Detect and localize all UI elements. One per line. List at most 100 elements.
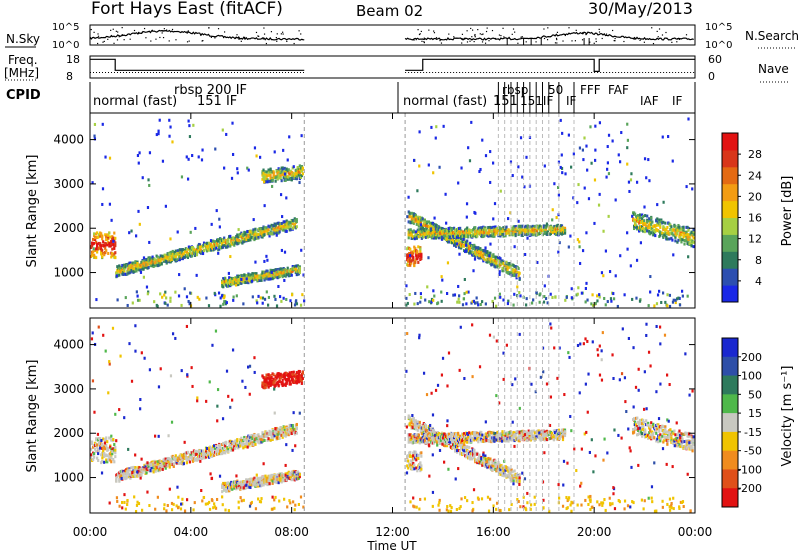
power-cell bbox=[273, 294, 276, 298]
power-cell bbox=[512, 303, 515, 307]
power-cell bbox=[213, 291, 216, 295]
power-cell bbox=[405, 303, 408, 307]
power-cell bbox=[261, 235, 264, 239]
power-cell bbox=[521, 224, 524, 228]
power-cell bbox=[549, 292, 552, 296]
noise-search-point bbox=[419, 33, 421, 35]
power-cell bbox=[94, 237, 97, 241]
velocity-cell bbox=[267, 437, 270, 441]
power-cell bbox=[535, 291, 538, 295]
power-cell bbox=[280, 170, 283, 174]
power-cell bbox=[237, 235, 240, 239]
power-cell bbox=[147, 290, 150, 294]
power-cell bbox=[662, 227, 665, 231]
power-cell bbox=[156, 304, 159, 308]
noise-search-point bbox=[677, 38, 679, 40]
power-cell bbox=[630, 172, 633, 176]
velocity-cell bbox=[255, 480, 258, 484]
power-cell bbox=[635, 180, 639, 184]
power-cell bbox=[502, 298, 505, 302]
power-cell bbox=[275, 304, 279, 308]
power-cell bbox=[131, 264, 134, 268]
power-cell bbox=[598, 121, 602, 125]
noise-search-point bbox=[517, 42, 519, 44]
power-cell bbox=[136, 267, 139, 271]
power-cell bbox=[631, 217, 635, 221]
power-cell bbox=[255, 276, 258, 280]
velocity-cell bbox=[273, 434, 276, 438]
power-cell bbox=[244, 231, 247, 235]
noise-search-point bbox=[611, 29, 614, 32]
power-cell bbox=[469, 230, 472, 234]
power-cell bbox=[249, 233, 252, 237]
power-cell bbox=[515, 276, 518, 280]
velocity-cell bbox=[186, 450, 189, 454]
noise-search-point bbox=[102, 41, 104, 43]
power-cell bbox=[578, 261, 582, 265]
velocity-cell bbox=[249, 486, 252, 490]
power-cell bbox=[691, 187, 694, 191]
power-cell bbox=[500, 227, 503, 231]
power-cell bbox=[254, 260, 257, 264]
power-cell bbox=[148, 240, 151, 244]
power-cell bbox=[585, 231, 588, 235]
power-cell bbox=[643, 205, 646, 209]
noise-search-point bbox=[110, 29, 112, 31]
power-cell bbox=[459, 226, 462, 230]
velocity-cell bbox=[257, 484, 260, 488]
power-cell bbox=[674, 301, 677, 305]
velocity-cell bbox=[90, 447, 93, 451]
velocity-cell bbox=[270, 434, 273, 438]
power-cell bbox=[420, 227, 423, 231]
noise-search-point bbox=[484, 42, 487, 44]
velocity-cell bbox=[96, 443, 99, 447]
noise-search-point bbox=[461, 42, 463, 44]
power-cell bbox=[578, 245, 581, 249]
velocity-cell bbox=[227, 448, 230, 452]
power-cell bbox=[217, 251, 220, 255]
power-cell bbox=[510, 271, 513, 275]
power-cell bbox=[641, 213, 644, 217]
power-cell bbox=[123, 269, 126, 273]
power-cell bbox=[286, 177, 289, 181]
noise-search-point bbox=[123, 39, 125, 41]
beam-label: Beam 02 bbox=[356, 2, 423, 20]
noise-search-point bbox=[258, 35, 260, 37]
power-cell bbox=[665, 235, 668, 239]
y-tick-label: 1000 bbox=[53, 266, 84, 280]
velocity-cell bbox=[268, 482, 271, 486]
power-cell bbox=[549, 232, 552, 236]
power-cell bbox=[684, 234, 687, 238]
power-cell bbox=[285, 273, 288, 277]
power-cell bbox=[256, 301, 259, 305]
velocity-cell bbox=[136, 467, 139, 471]
power-cell bbox=[644, 222, 647, 226]
power-cell bbox=[505, 260, 508, 264]
velocity-cell bbox=[97, 452, 100, 456]
power-cell bbox=[598, 293, 601, 297]
power-cell bbox=[95, 256, 98, 260]
power-cell bbox=[293, 303, 297, 307]
velocity-cell bbox=[236, 438, 239, 442]
power-cell bbox=[633, 218, 637, 222]
power-cell bbox=[578, 146, 582, 150]
power-cell bbox=[244, 281, 247, 285]
power-cell bbox=[460, 246, 463, 250]
power-cell bbox=[289, 223, 292, 227]
power-cell bbox=[254, 227, 257, 231]
power-cell bbox=[298, 271, 301, 275]
power-cell bbox=[614, 274, 617, 278]
velocity-cell bbox=[93, 455, 96, 459]
power-cell bbox=[174, 255, 177, 259]
power-cell bbox=[551, 295, 554, 299]
power-cell bbox=[261, 177, 264, 181]
power-cell bbox=[229, 244, 232, 248]
power-cell bbox=[407, 236, 410, 240]
power-cell bbox=[636, 225, 639, 229]
power-cell bbox=[160, 262, 163, 266]
power-cell bbox=[475, 296, 478, 300]
power-cell bbox=[685, 231, 688, 235]
power-cell bbox=[242, 302, 245, 306]
power-cell bbox=[122, 270, 125, 274]
power-cell bbox=[114, 251, 117, 255]
